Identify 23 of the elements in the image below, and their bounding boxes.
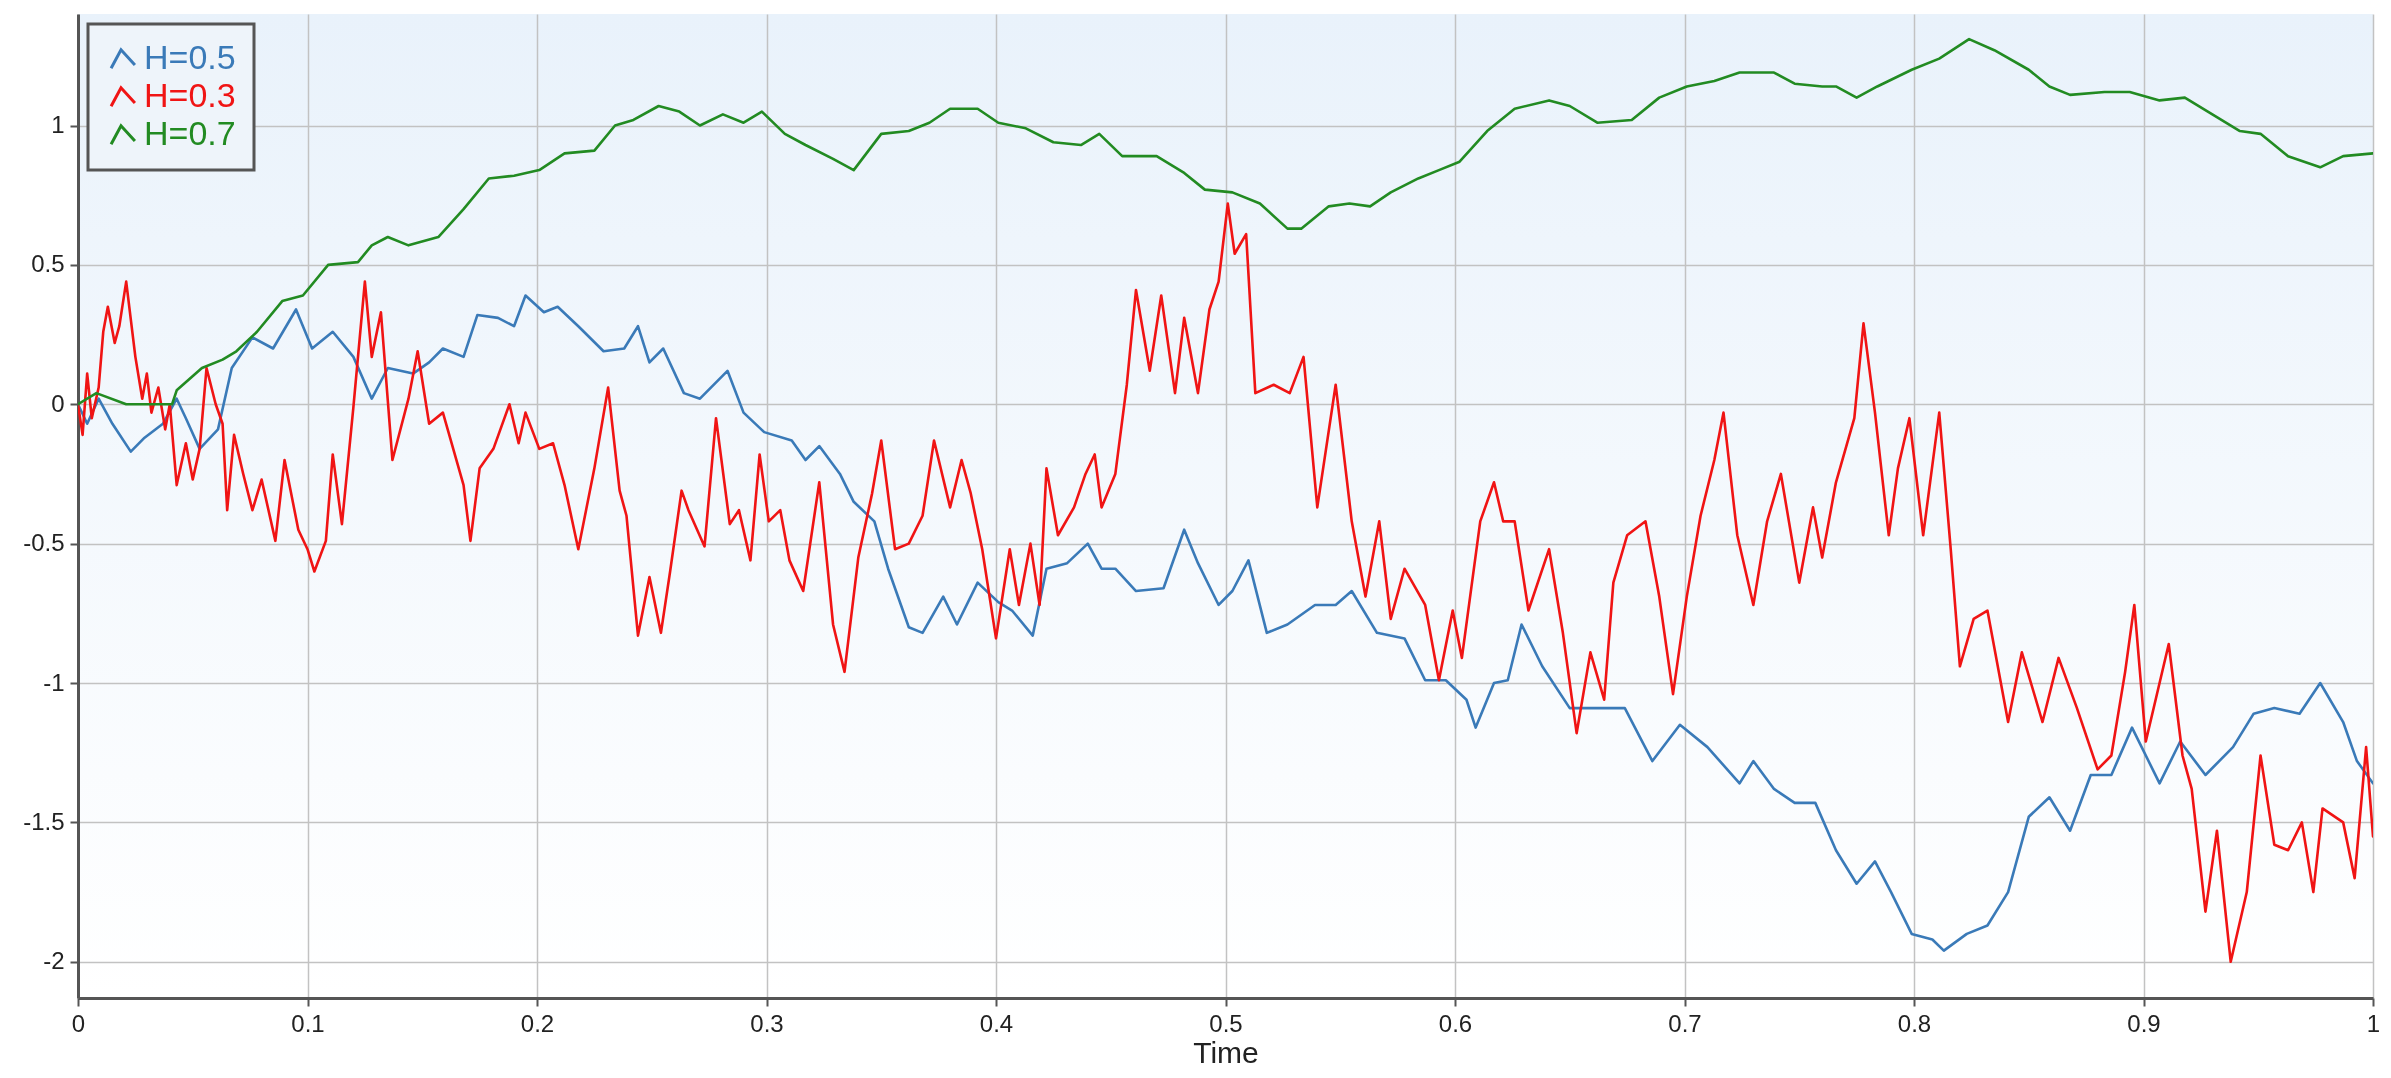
x-axis-title: Time [1193,1035,1259,1069]
y-tick-label: -2 [43,947,65,975]
x-tick-label: 0 [71,1009,86,1037]
x-tick-label: 0.7 [1668,1009,1702,1037]
legend-label: H=0.7 [144,114,236,152]
y-tick-label: 0 [51,389,65,417]
x-tick-label: 0.5 [1209,1009,1243,1037]
x-tick-label: 0.3 [750,1009,784,1037]
x-tick-label: 0.1 [291,1009,325,1037]
x-tick-label: 0.8 [1897,1009,1932,1037]
y-tick-label: -1.5 [23,807,65,835]
x-tick-label: 0.4 [979,1009,1014,1037]
x-tick-label: 0.9 [2127,1009,2161,1037]
y-tick-label: -1 [43,668,65,696]
y-tick-label: 1 [51,111,65,138]
x-tick-label: 0.2 [520,1009,555,1037]
y-tick-label: 0.5 [31,250,65,278]
legend-label: H=0.5 [144,38,236,76]
x-tick-label: 0.6 [1438,1009,1473,1037]
line-series [78,37,2373,406]
y-tick-label: -0.5 [23,529,65,557]
legend-label: H=0.3 [144,76,236,114]
x-tick-label: 1 [2366,1009,2381,1037]
